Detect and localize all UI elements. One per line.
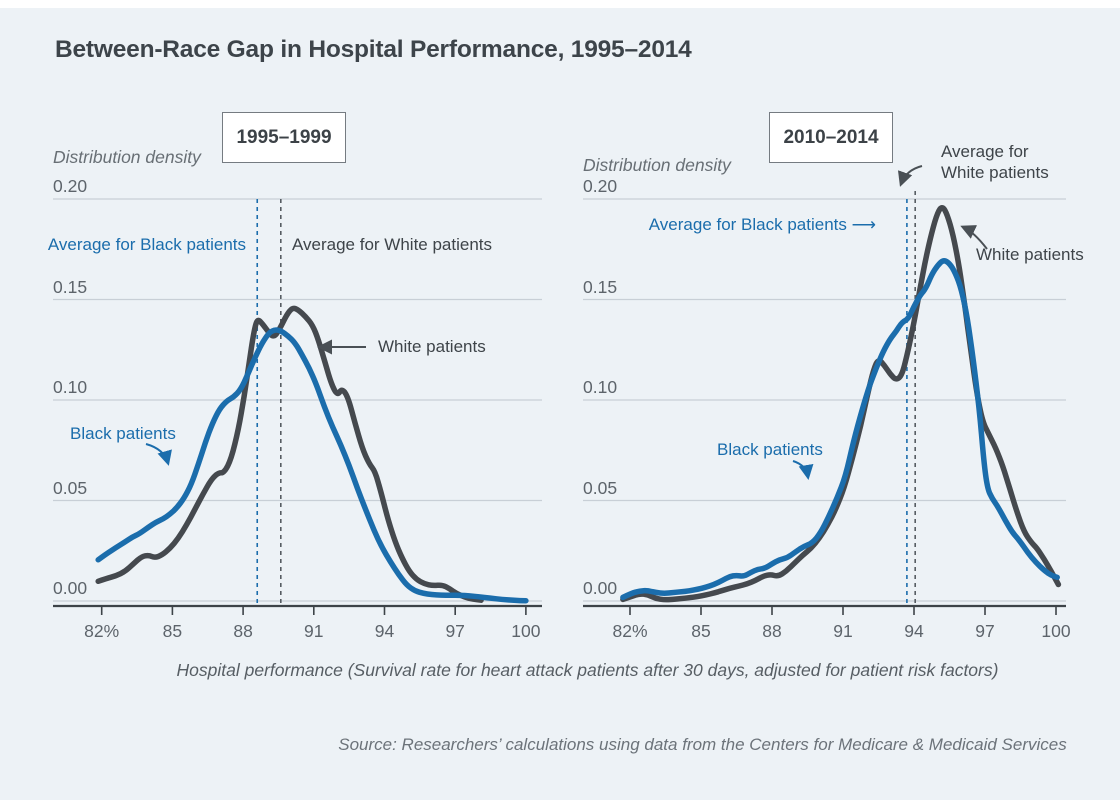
period-label: 1995–1999	[236, 126, 332, 148]
white-patients-label-left: White patients	[378, 337, 486, 356]
grid-layer	[53, 191, 1066, 615]
white-patients-curve	[620, 205, 1062, 603]
black-patients-arrow-right-panel	[792, 460, 814, 480]
avg-black-label-left: Average for Black patients	[47, 235, 246, 254]
y-tick-label: 0.15	[583, 276, 618, 297]
x-tick-label: 100	[1041, 621, 1071, 641]
x-tick-label: 94	[904, 621, 924, 641]
source-note: Source: Researchers’ calculations using …	[338, 735, 1067, 754]
avg-black-label-right: Average for Black patients ⟶	[648, 215, 876, 234]
x-tick-label: 85	[691, 621, 711, 641]
black-patients-arrow-left-panel	[145, 443, 172, 466]
avg-white-label-right: Average for White patients	[941, 142, 1049, 182]
black-patients-curve	[620, 258, 1060, 601]
curve-layer	[95, 205, 1062, 604]
y-axis-caption-left: Distribution density	[53, 147, 201, 167]
y-tick-label: 0.20	[583, 176, 618, 196]
period-box-2010-2014: 2010–2014	[769, 112, 893, 163]
x-tick-label: 97	[975, 621, 995, 641]
y-tick-label: 0.05	[53, 477, 88, 498]
black-patients-label-left: Black patients	[70, 424, 176, 443]
figure-title: Between-Race Gap in Hospital Performance…	[55, 36, 692, 63]
y-tick-label: 0.20	[53, 176, 88, 196]
y-tick-label: 0.10	[53, 377, 88, 397]
x-tick-label: 88	[762, 621, 782, 641]
y-tick-label: 0.00	[583, 578, 618, 598]
x-tick-label: 91	[304, 621, 324, 641]
x-tick-label: 82%	[84, 621, 120, 641]
x-tick-label: 100	[511, 621, 541, 641]
x-tick-label: 85	[162, 621, 183, 641]
x-tick-label: 91	[833, 621, 853, 641]
y-tick-label: 0.10	[583, 377, 618, 397]
white-patients-arrow-right-panel	[960, 225, 988, 250]
black-patients-label-right: Black patients	[717, 440, 823, 459]
y-tick-label: 0.15	[53, 276, 88, 297]
top-white-strip	[0, 0, 1120, 8]
avg-white-label-left: Average for White patients	[292, 235, 493, 254]
period-box-1995-1999: 1995–1999	[222, 112, 346, 163]
avg-white-arrow-right-panel	[897, 165, 923, 187]
white-patients-curve	[95, 305, 484, 603]
x-tick-label: 82%	[612, 621, 648, 641]
period-label: 2010–2014	[783, 126, 879, 148]
white-patients-label-right: White patients	[976, 245, 1084, 264]
x-tick-label: 88	[233, 621, 253, 641]
x-axis-title: Hospital performance (Survival rate for …	[176, 660, 999, 680]
y-tick-label: 0.00	[53, 578, 88, 598]
black-patients-curve	[95, 327, 529, 604]
x-tick-label: 94	[374, 621, 395, 641]
annotation-arrows	[145, 165, 988, 480]
y-tick-label: 0.05	[583, 477, 618, 498]
y-axis-caption-right: Distribution density	[583, 155, 731, 175]
x-tick-label: 97	[445, 621, 465, 641]
